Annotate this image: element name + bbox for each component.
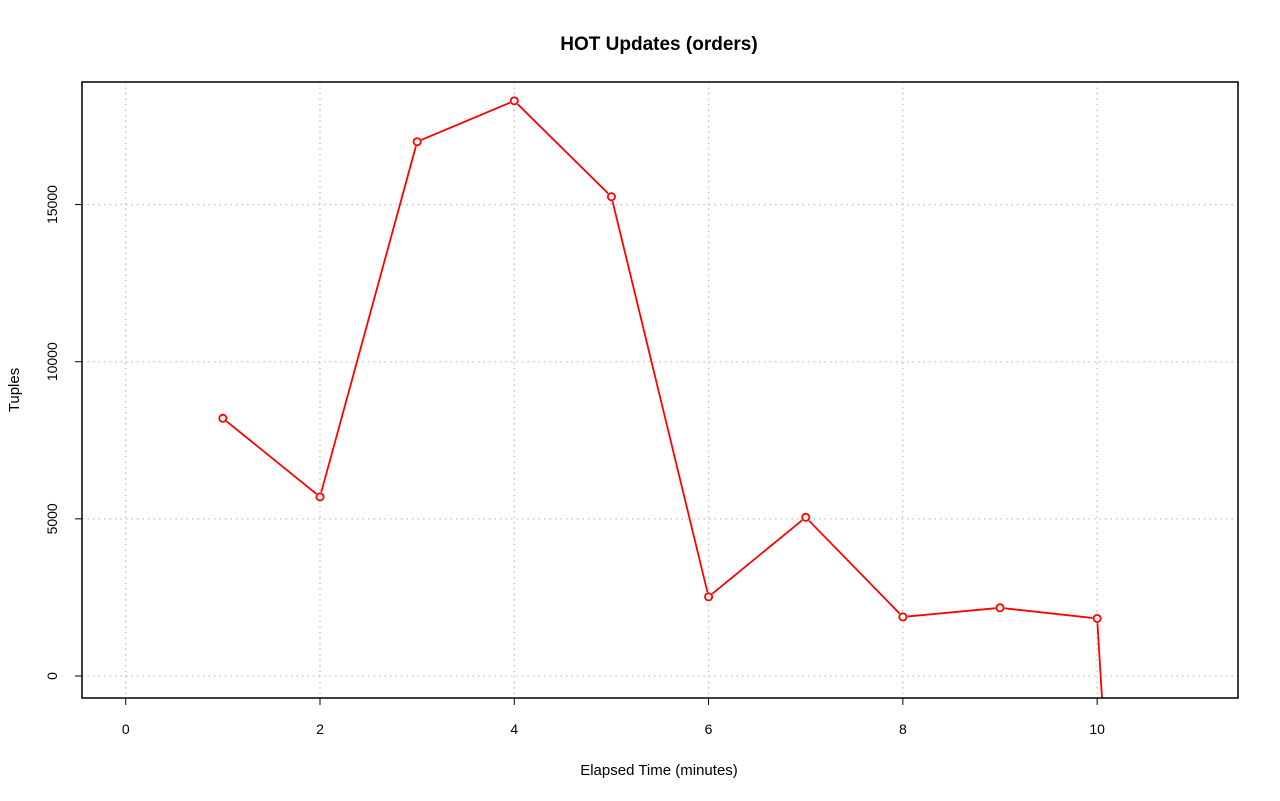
series-group [218,96,1103,699]
x-tick-label: 0 [122,721,130,737]
grid-lines [82,82,1238,698]
data-point [898,612,908,622]
x-tick-label: 2 [316,721,324,737]
data-point [218,413,228,423]
y-axis: 0 5000 10000 15000 [44,185,82,680]
data-point [1092,613,1102,623]
chart-title: HOT Updates (orders) [560,34,757,55]
data-point [509,96,519,106]
x-axis: 0 2 4 6 8 10 [122,698,1105,737]
x-axis-label: Elapsed Time (minutes) [580,762,738,779]
series-line [222,99,1103,699]
data-point [606,192,616,202]
y-tick-label: 5000 [44,503,60,534]
y-tick-label: 0 [44,672,60,680]
data-point [995,603,1005,613]
y-tick-label: 10000 [44,342,60,381]
y-axis-label: Tuples [6,368,23,412]
data-point [315,492,325,502]
y-tick-label: 15000 [44,185,60,224]
data-point [801,512,811,522]
data-point [704,592,714,602]
data-point [412,137,422,147]
x-tick-label: 6 [705,721,713,737]
x-tick-label: 8 [899,721,907,737]
x-tick-label: 4 [510,721,518,737]
plot-border [81,81,1239,699]
x-tick-label: 10 [1089,721,1105,737]
